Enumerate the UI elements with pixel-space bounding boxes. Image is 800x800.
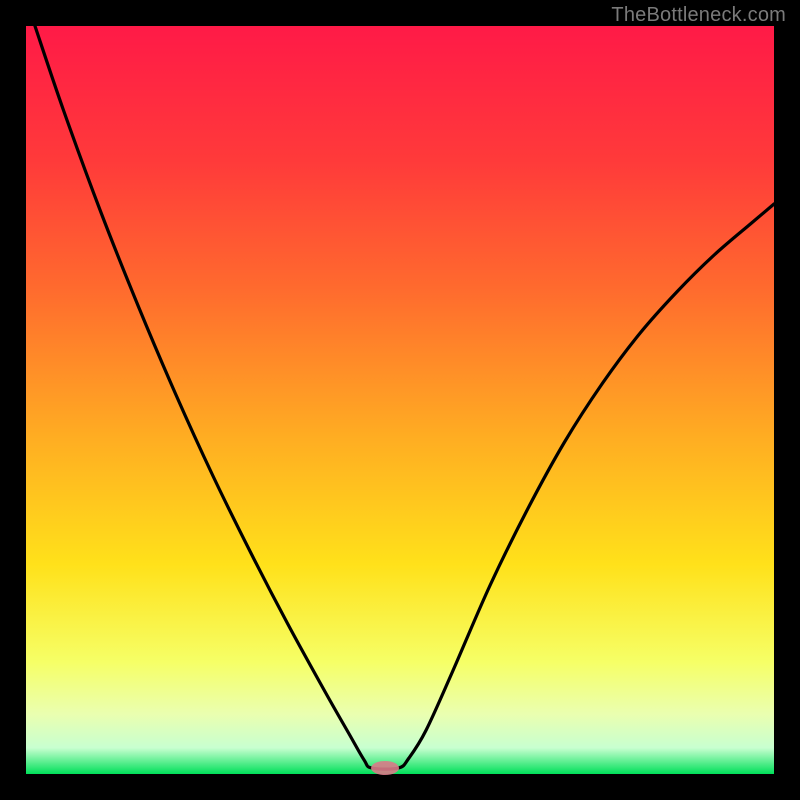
valley-marker	[371, 761, 399, 775]
bottleneck-chart	[0, 0, 800, 800]
watermark-text: TheBottleneck.com	[611, 4, 786, 27]
gradient-background	[26, 26, 774, 774]
chart-stage: TheBottleneck.com	[0, 0, 800, 800]
